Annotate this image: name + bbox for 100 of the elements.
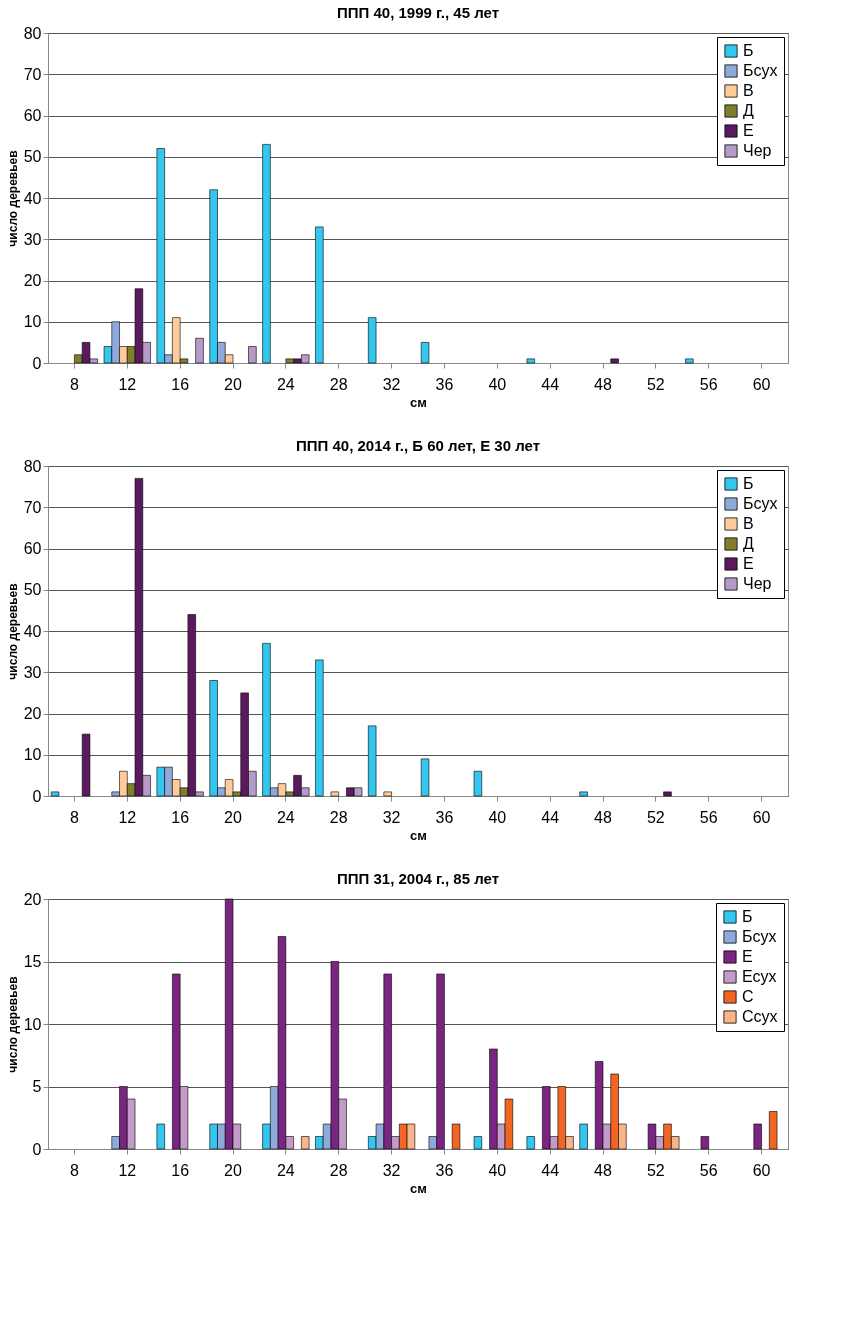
x-tick-label: 16: [171, 808, 190, 826]
y-tick-label: 20: [23, 890, 42, 908]
x-tick-label: 60: [752, 808, 771, 826]
x-tick-label: 32: [382, 808, 401, 826]
legend-label: Чер: [743, 575, 772, 592]
y-tick-label: 20: [23, 272, 42, 289]
y-tick-label: 30: [23, 663, 42, 681]
y-tick-label: 80: [23, 24, 42, 42]
x-tick-label: 8: [69, 808, 79, 826]
legend-label: Д: [743, 102, 754, 119]
x-tick-label: 20: [224, 375, 242, 393]
x-tick-label: 28: [329, 808, 348, 826]
x-tick-label: 20: [224, 1161, 242, 1179]
y-tick-label: 10: [23, 313, 42, 331]
y-tick-label: 60: [23, 107, 42, 124]
x-tick-label: 52: [646, 1161, 665, 1179]
bar: [473, 770, 483, 797]
bar: [81, 733, 91, 797]
x-tick-label: 40: [488, 808, 507, 826]
y-tick-label: 70: [23, 65, 42, 83]
x-tick-label: 40: [488, 375, 507, 393]
x-tick-label: 44: [541, 375, 560, 393]
x-tick-label: 16: [171, 1161, 190, 1179]
bar: [383, 791, 392, 797]
x-tick-label: 24: [276, 375, 295, 393]
bar: [451, 1123, 461, 1150]
x-axis-title: см: [410, 1180, 427, 1196]
legend-label: С: [742, 988, 754, 1005]
bar: [420, 342, 430, 364]
legend-label: Бсух: [742, 928, 777, 945]
x-tick-label: 8: [69, 375, 79, 393]
y-tick-label: 10: [23, 746, 42, 764]
x-tick-label: 12: [118, 808, 137, 826]
y-tick-label: 40: [23, 189, 42, 207]
x-tick-label: 36: [435, 808, 454, 826]
x-tick-label: 32: [382, 1161, 401, 1179]
x-tick-label: 16: [171, 375, 190, 393]
x-tick-label: 36: [435, 1161, 454, 1179]
y-tick-label: 15: [23, 953, 42, 970]
x-tick-label: 36: [435, 375, 454, 393]
x-tick-label: 24: [276, 1161, 295, 1179]
x-tick-label: 24: [276, 808, 295, 826]
bar: [579, 791, 588, 797]
y-tick-label: 10: [23, 1015, 42, 1033]
y-tick-label: 80: [23, 457, 42, 475]
bar: [579, 1123, 588, 1150]
bar: [473, 1136, 483, 1150]
bar: [610, 358, 619, 364]
x-tick-label: 52: [646, 808, 665, 826]
y-tick-label: 50: [23, 148, 42, 166]
legend-label: Бсух: [743, 62, 778, 79]
x-tick-label: 28: [329, 375, 348, 393]
bar: [195, 337, 204, 364]
x-tick-label: 48: [594, 808, 612, 826]
x-tick-label: 20: [224, 808, 242, 826]
bar: [248, 346, 257, 364]
legend-label: В: [743, 515, 754, 532]
y-axis-title: число деревьев: [5, 583, 20, 680]
bar: [330, 791, 340, 797]
legend-label: Ссух: [742, 1008, 778, 1025]
x-tick-label: 56: [699, 808, 718, 826]
bar: [753, 1123, 762, 1150]
bar: [315, 659, 324, 797]
y-tick-label: 20: [23, 705, 42, 722]
y-tick-label: 30: [23, 230, 42, 248]
x-tick-label: 60: [752, 1161, 771, 1179]
bar: [315, 226, 324, 364]
x-tick-label: 44: [541, 808, 560, 826]
x-axis-title: см: [410, 827, 427, 843]
legend-label: Б: [743, 475, 754, 492]
y-tick-label: 0: [32, 787, 42, 805]
y-tick-label: 40: [23, 622, 42, 640]
bar: [526, 1136, 535, 1150]
legend-label: Е: [742, 948, 753, 965]
legend-label: Б: [742, 908, 753, 925]
bar: [663, 791, 672, 797]
legend-label: Е: [743, 122, 754, 139]
legend-label: В: [743, 82, 754, 99]
chart-title: ППП 40, 1999 г., 45 лет: [337, 4, 499, 21]
x-tick-label: 8: [69, 1161, 79, 1179]
y-tick-label: 0: [32, 1140, 42, 1158]
legend-label: Чер: [743, 142, 772, 159]
y-tick-label: 50: [23, 581, 42, 599]
y-tick-label: 70: [23, 498, 42, 516]
x-tick-label: 44: [541, 1161, 560, 1179]
x-tick-label: 56: [699, 1161, 718, 1179]
bar: [368, 317, 377, 364]
bar: [50, 791, 60, 797]
bar: [700, 1136, 710, 1150]
bar: [685, 358, 694, 364]
x-axis-title: см: [410, 394, 427, 410]
legend-label: Б: [743, 42, 754, 59]
bar: [156, 1123, 165, 1150]
bar: [301, 1136, 310, 1150]
x-tick-label: 12: [118, 1161, 137, 1179]
x-tick-label: 28: [329, 1161, 348, 1179]
bar: [526, 358, 535, 364]
y-tick-label: 60: [23, 540, 42, 557]
x-tick-label: 48: [594, 1161, 612, 1179]
legend-label: Д: [743, 535, 754, 552]
